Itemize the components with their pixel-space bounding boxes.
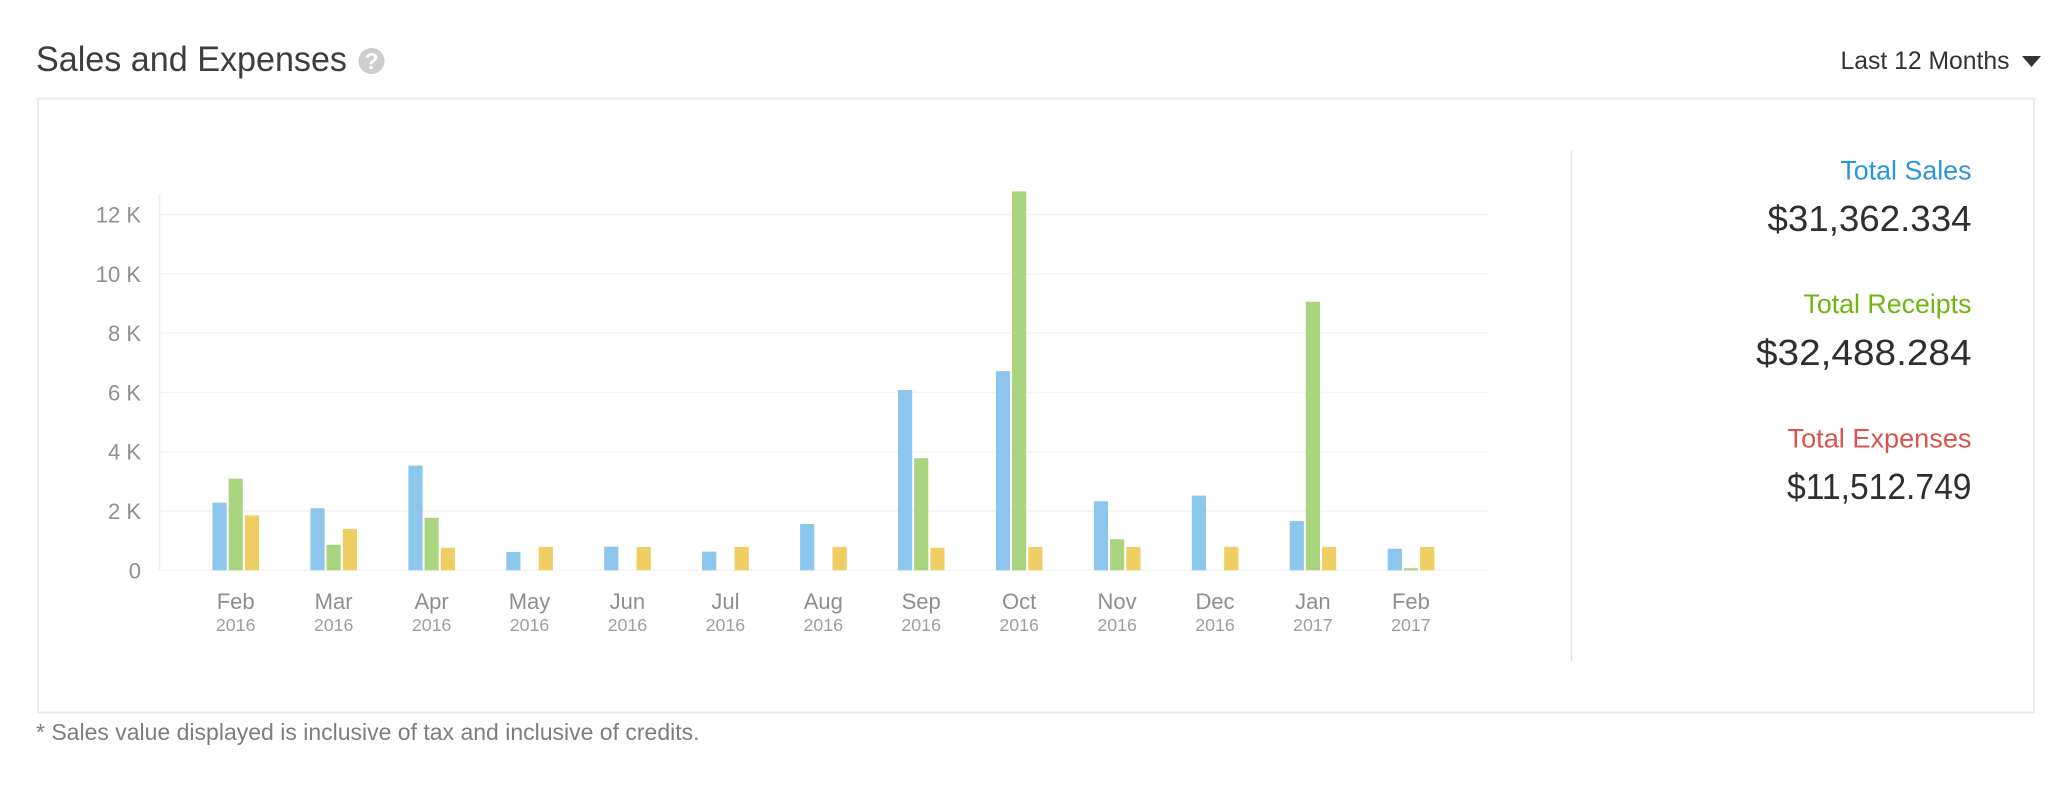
svg-text:Sales and Expenses: Sales and Expenses [36,40,347,79]
svg-text:2016: 2016 [314,615,354,635]
svg-text:10 K: 10 K [96,262,142,287]
svg-text:Nov: Nov [1098,589,1137,614]
svg-text:Dec: Dec [1195,589,1234,614]
svg-text:Jan: Jan [1295,589,1330,614]
svg-text:Last 12 Months: Last 12 Months [1841,47,2010,75]
svg-text:4 K: 4 K [108,440,141,465]
svg-text:* Sales value displayed is inc: * Sales value displayed is inclusive of … [36,719,700,745]
svg-text:Jun: Jun [610,589,645,614]
svg-text:12 K: 12 K [96,203,142,228]
svg-text:2016: 2016 [510,615,550,635]
svg-text:0: 0 [129,558,141,583]
svg-text:$11,512.749: $11,512.749 [1787,466,1972,507]
svg-text:$31,362.334: $31,362.334 [1768,198,1972,239]
svg-text:2016: 2016 [804,615,844,635]
svg-text:Oct: Oct [1002,589,1036,614]
svg-text:Total Sales: Total Sales [1840,155,1971,185]
svg-text:2017: 2017 [1293,615,1333,635]
svg-text:2016: 2016 [1097,615,1137,635]
svg-text:Total Receipts: Total Receipts [1804,289,1972,319]
svg-text:6 K: 6 K [108,380,141,405]
svg-text:2016: 2016 [608,615,648,635]
svg-text:$32,488.284: $32,488.284 [1756,332,1972,373]
svg-text:2016: 2016 [1195,615,1235,635]
svg-text:Feb: Feb [1392,589,1430,614]
svg-text:8 K: 8 K [108,321,141,346]
svg-text:2016: 2016 [901,615,941,635]
svg-text:2016: 2016 [706,615,746,635]
svg-text:2017: 2017 [1391,615,1431,635]
svg-text:2016: 2016 [216,615,256,635]
svg-text:2 K: 2 K [108,499,141,524]
svg-text:Mar: Mar [315,589,353,614]
svg-text:Aug: Aug [804,589,843,614]
svg-text:?: ? [364,48,378,74]
svg-text:Apr: Apr [414,589,448,614]
svg-text:Sep: Sep [902,589,941,614]
svg-text:Total Expenses: Total Expenses [1788,423,1972,453]
svg-text:2016: 2016 [999,615,1039,635]
svg-text:Jul: Jul [711,589,739,614]
svg-text:2016: 2016 [412,615,452,635]
svg-text:Feb: Feb [217,589,255,614]
svg-text:May: May [509,589,551,614]
